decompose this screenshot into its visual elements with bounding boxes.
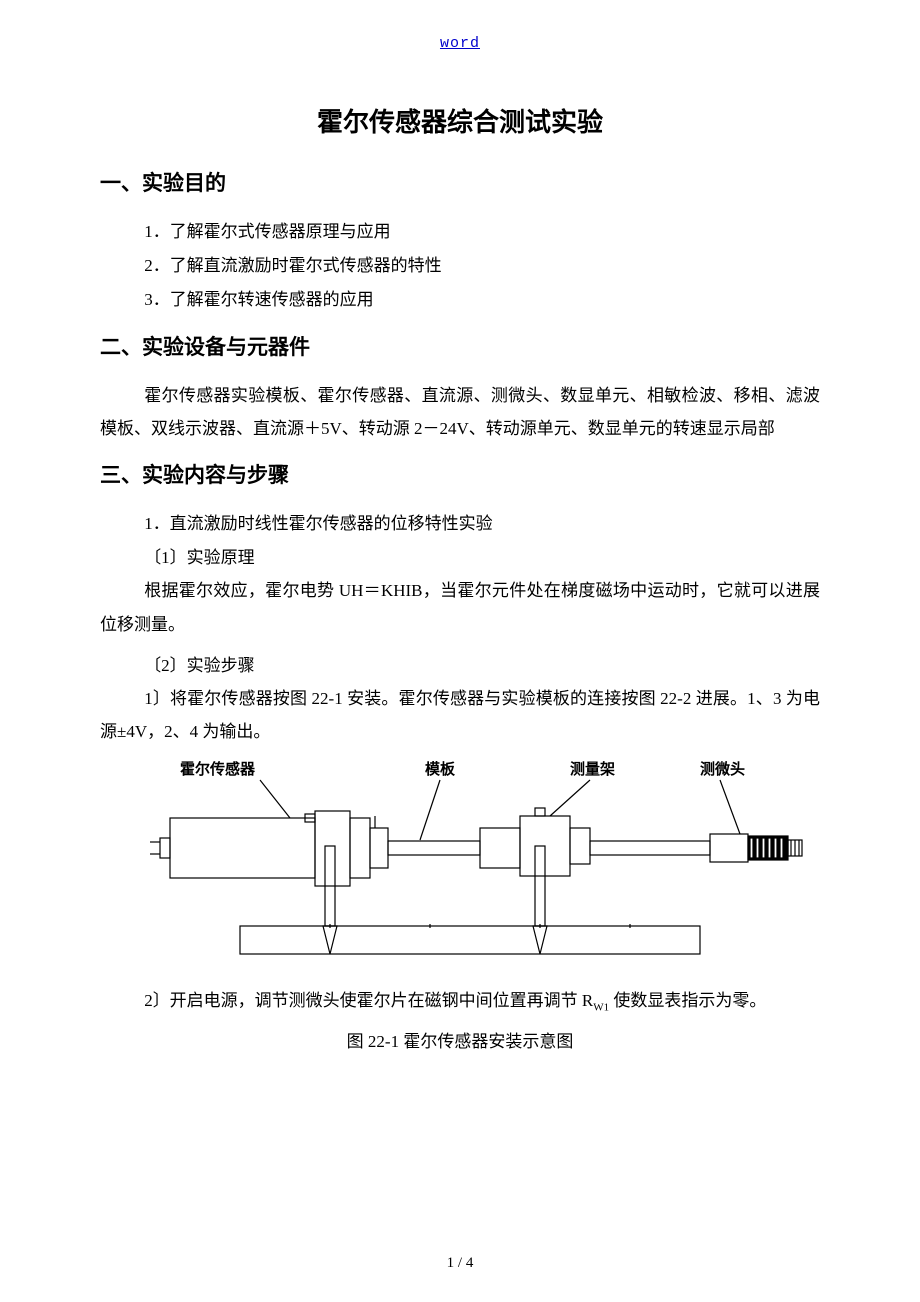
s3-item1: 1．直流激励时线性霍尔传感器的位移特性实验 [100,507,820,541]
s3-sub1-body: 根据霍尔效应，霍尔电势 UH＝KHIB，当霍尔元件处在梯度磁场中运动时，它就可以… [100,574,820,640]
installation-diagram: 霍尔传感器 模板 测量架 测微头 [110,756,810,976]
page-number: 1 / 4 [0,1255,920,1272]
s1-item-1: 1．了解霍尔式传感器原理与应用 [100,215,820,249]
s3-step2-sub: W1 [593,1002,609,1014]
s3-step2-pre: 2〕开启电源，调节测微头使霍尔片在磁钢中间位置再调节 R [144,991,593,1010]
figure-caption: 图 22-1 霍尔传感器安装示意图 [100,1027,820,1052]
diagram-label-micrometer: 测微头 [700,760,745,778]
diagram-container: 霍尔传感器 模板 测量架 测微头 [100,756,820,976]
s1-item-2: 2．了解直流激励时霍尔式传感器的特性 [100,249,820,283]
section1-heading: 一、实验目的 [100,167,820,197]
section2-heading: 二、实验设备与元器件 [100,331,820,361]
s1-item-3: 3．了解霍尔转速传感器的应用 [100,283,820,317]
diagram-label-sensor: 霍尔传感器 [180,760,256,778]
diagram-label-mold: 模板 [425,760,456,778]
diagram-label-frame: 测量架 [570,760,615,778]
s3-sub1-label: 〔1〕实验原理 [100,541,820,574]
s3-step1: 1〕将霍尔传感器按图 22-1 安装。霍尔传感器与实验模板的连接按图 22-2 … [100,682,820,748]
section3-heading: 三、实验内容与步骤 [100,459,820,489]
s3-sub2-label: 〔2〕实验步骤 [100,649,820,682]
s2-content: 霍尔传感器实验模板、霍尔传感器、直流源、测微头、数显单元、相敏检波、移相、滤波模… [100,379,820,445]
header-link[interactable]: word [100,35,820,52]
s3-step2-post: 使数显表指示为零。 [609,991,766,1010]
page-title: 霍尔传感器综合测试实验 [100,102,820,139]
s3-step2: 2〕开启电源，调节测微头使霍尔片在磁钢中间位置再调节 RW1 使数显表指示为零。 [100,984,820,1019]
